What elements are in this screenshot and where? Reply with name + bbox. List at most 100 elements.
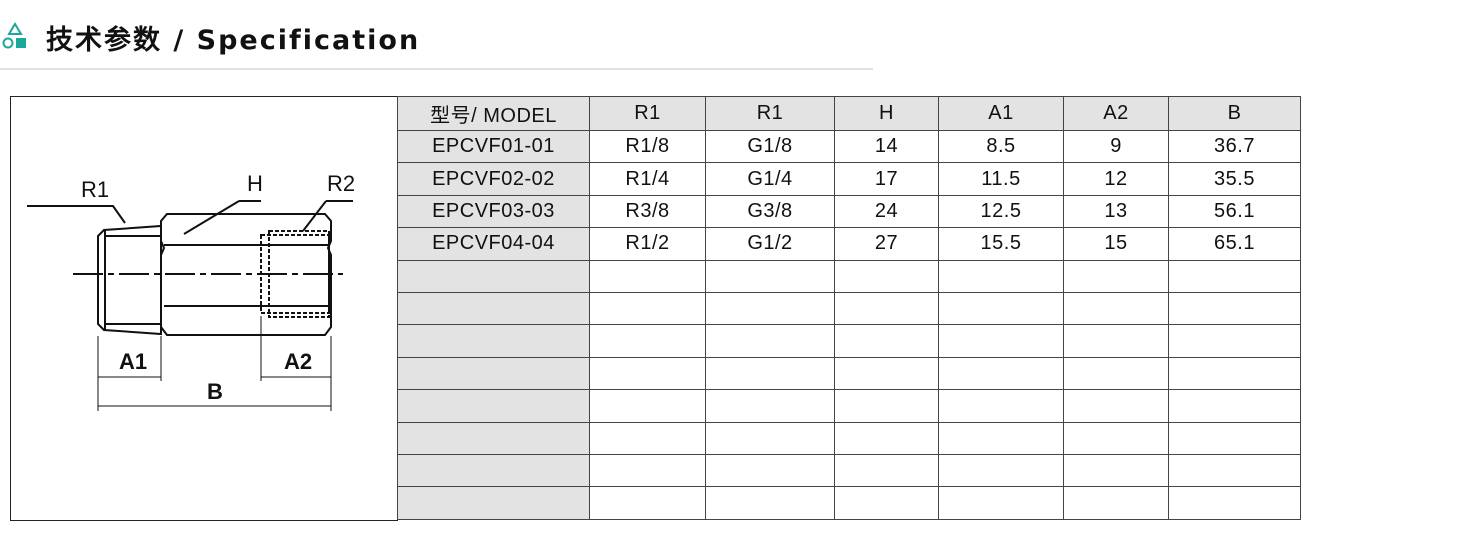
label-b: B bbox=[207, 379, 223, 404]
table-cell bbox=[705, 389, 835, 423]
column-header: H bbox=[834, 96, 939, 131]
table-cell: 27 bbox=[834, 227, 939, 261]
table-cell bbox=[589, 356, 706, 391]
table-cell bbox=[1168, 453, 1301, 488]
table-cell: 24 bbox=[834, 194, 939, 229]
table-cell bbox=[397, 389, 590, 423]
shapes-icon bbox=[2, 22, 26, 49]
table-cell: 15.5 bbox=[938, 227, 1064, 261]
table-cell bbox=[589, 259, 706, 293]
column-header: A2 bbox=[1063, 96, 1169, 131]
table-cell bbox=[705, 486, 835, 520]
table-cell bbox=[1063, 421, 1169, 455]
table-cell bbox=[938, 324, 1064, 358]
table-cell: 13 bbox=[1063, 194, 1169, 229]
table-row: EPCVF03-03 R3/8 G3/8 24 12.5 13 56.1 bbox=[397, 194, 1301, 229]
table-cell bbox=[1063, 259, 1169, 293]
label-h: H bbox=[247, 171, 263, 196]
table-cell: EPCVF02-02 bbox=[397, 162, 590, 196]
table-row: EPCVF04-04 R1/2 G1/2 27 15.5 15 65.1 bbox=[397, 227, 1301, 261]
table-cell bbox=[589, 291, 706, 326]
label-a2: A2 bbox=[284, 349, 312, 374]
table-cell bbox=[1063, 486, 1169, 520]
divider bbox=[0, 68, 873, 70]
table-cell bbox=[397, 324, 590, 358]
fitting-drawing: R1 H R2 A1 A2 B bbox=[27, 171, 355, 411]
table-row bbox=[397, 389, 1301, 423]
table-row bbox=[397, 291, 1301, 326]
table-cell: 35.5 bbox=[1168, 162, 1301, 196]
table-cell: G3/8 bbox=[705, 194, 835, 229]
label-r2: R2 bbox=[327, 171, 355, 196]
table-cell bbox=[705, 324, 835, 358]
table-cell: 12.5 bbox=[938, 194, 1064, 229]
table-cell bbox=[938, 421, 1064, 455]
table-cell: EPCVF04-04 bbox=[397, 227, 590, 261]
table-cell bbox=[397, 291, 590, 326]
spec-table: 型号/ MODEL R1 R1 H A1 A2 B EPCVF01-01 R1/8 G1/8 14 8… bbox=[397, 96, 1301, 520]
table-cell bbox=[1168, 324, 1301, 358]
table-cell: 14 bbox=[834, 129, 939, 164]
table-cell: 65.1 bbox=[1168, 227, 1301, 261]
table-cell bbox=[1168, 421, 1301, 455]
table-cell bbox=[705, 259, 835, 293]
table-cell: 15 bbox=[1063, 227, 1169, 261]
table-cell bbox=[834, 389, 939, 423]
table-cell bbox=[834, 324, 939, 358]
table-row: EPCVF01-01 R1/8 G1/8 14 8.5 9 36.7 bbox=[397, 129, 1301, 164]
table-cell bbox=[1063, 453, 1169, 488]
table-cell: 56.1 bbox=[1168, 194, 1301, 229]
table-cell bbox=[397, 356, 590, 391]
table-cell bbox=[1063, 356, 1169, 391]
table-cell: 36.7 bbox=[1168, 129, 1301, 164]
table-row bbox=[397, 259, 1301, 293]
table-cell: 17 bbox=[834, 162, 939, 196]
table-header: 型号/ MODEL R1 R1 H A1 A2 B bbox=[397, 96, 1301, 131]
table-row bbox=[397, 324, 1301, 358]
table-cell bbox=[1168, 486, 1301, 520]
table-cell bbox=[938, 453, 1064, 488]
table-cell bbox=[938, 291, 1064, 326]
table-cell bbox=[834, 453, 939, 488]
table-cell bbox=[834, 259, 939, 293]
table-cell: 12 bbox=[1063, 162, 1169, 196]
table-cell bbox=[397, 486, 590, 520]
column-header: A1 bbox=[938, 96, 1064, 131]
table-cell: R1/8 bbox=[589, 129, 706, 164]
table-cell bbox=[705, 421, 835, 455]
table-cell bbox=[589, 324, 706, 358]
column-header: R1 bbox=[589, 96, 706, 131]
column-header: R1 bbox=[705, 96, 835, 131]
table-cell bbox=[1063, 291, 1169, 326]
table-cell bbox=[834, 486, 939, 520]
table-cell bbox=[938, 486, 1064, 520]
table-cell bbox=[589, 453, 706, 488]
table-cell bbox=[705, 291, 835, 326]
table-cell: EPCVF03-03 bbox=[397, 194, 590, 229]
table-cell: G1/8 bbox=[705, 129, 835, 164]
table-row bbox=[397, 453, 1301, 488]
column-header: 型号/ MODEL bbox=[397, 96, 590, 131]
table-cell: G1/2 bbox=[705, 227, 835, 261]
page-title: 技术参数 / Specification bbox=[46, 25, 421, 56]
table-cell bbox=[1063, 389, 1169, 423]
table-cell bbox=[834, 356, 939, 391]
table-cell bbox=[1168, 259, 1301, 293]
table-cell bbox=[938, 259, 1064, 293]
table-cell: R1/2 bbox=[589, 227, 706, 261]
table-cell bbox=[1063, 324, 1169, 358]
table-cell bbox=[397, 453, 590, 488]
table-cell bbox=[1168, 291, 1301, 326]
table-cell: R1/4 bbox=[589, 162, 706, 196]
table-row bbox=[397, 486, 1301, 520]
table-cell bbox=[397, 259, 590, 293]
table-cell bbox=[834, 421, 939, 455]
label-a1: A1 bbox=[119, 349, 147, 374]
table-cell bbox=[1168, 356, 1301, 391]
table-cell bbox=[834, 291, 939, 326]
table-cell bbox=[397, 421, 590, 455]
table-cell: 8.5 bbox=[938, 129, 1064, 164]
column-header: B bbox=[1168, 96, 1301, 131]
table-cell bbox=[1168, 389, 1301, 423]
table-cell bbox=[938, 389, 1064, 423]
